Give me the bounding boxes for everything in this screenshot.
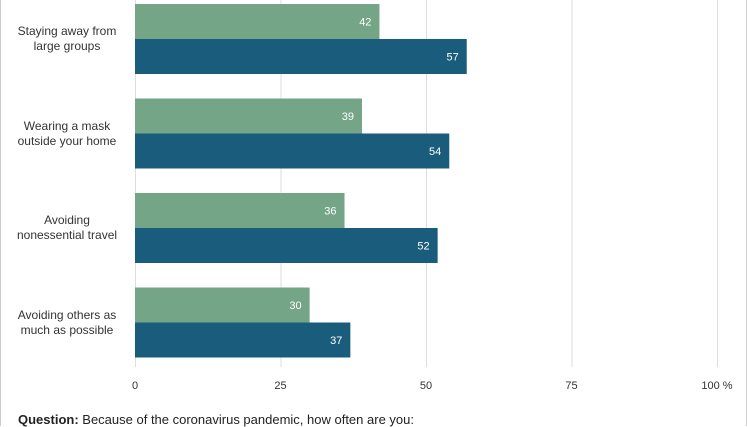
bar-series2-1 xyxy=(135,133,450,169)
question-footnote: Question: Because of the coronavirus pan… xyxy=(18,412,414,427)
bar-value-label: 57 xyxy=(446,52,458,64)
bar-series1-1 xyxy=(135,98,362,134)
bar-value-label: 52 xyxy=(417,241,429,253)
category-label-line: Avoiding others as xyxy=(17,307,117,322)
category-label: Avoiding nonessential travel xyxy=(8,213,126,243)
x-tick-label: 75 xyxy=(565,380,577,392)
question-text: Because of the coronavirus pandemic, how… xyxy=(78,412,414,427)
category-label-line: Staying away from xyxy=(17,24,117,38)
question-label: Question: xyxy=(18,412,79,427)
category-label-line: nonessential travel xyxy=(16,228,118,242)
category-label-line: Avoiding xyxy=(44,213,90,227)
bar-value-label: 37 xyxy=(330,335,342,347)
bar-value-label: 30 xyxy=(289,300,301,312)
bars: 42 57 39 54 36 52 30 37 xyxy=(135,4,467,358)
category-label: Avoiding others as much as possible xyxy=(8,308,126,338)
bar-series1-3 xyxy=(135,287,310,323)
bar-series2-3 xyxy=(135,322,351,358)
bar-value-label: 39 xyxy=(342,111,354,123)
x-tick-label: 100 % xyxy=(701,380,732,392)
x-axis-ticks: 0 25 50 75 100 % xyxy=(132,380,733,392)
category-label: Wearing a mask outside your home xyxy=(8,119,126,149)
bar-value-label: 42 xyxy=(359,17,371,29)
bar-series1-0 xyxy=(135,4,380,39)
category-label-line: large groups xyxy=(33,39,101,53)
bar-series2-0 xyxy=(135,39,467,74)
category-label-line: Wearing a mask xyxy=(23,118,111,133)
category-label-line: much as possible xyxy=(20,322,114,337)
bar-value-label: 54 xyxy=(429,146,441,158)
category-label-line: outside your home xyxy=(17,133,117,148)
x-tick-label: 25 xyxy=(274,380,286,392)
bar-series2-2 xyxy=(135,228,438,263)
x-tick-label: 50 xyxy=(420,380,432,392)
bar-value-label: 36 xyxy=(324,206,336,218)
x-tick-label: 0 xyxy=(132,380,138,392)
category-label: Staying away from large groups xyxy=(8,24,126,54)
bar-series1-2 xyxy=(135,193,345,228)
